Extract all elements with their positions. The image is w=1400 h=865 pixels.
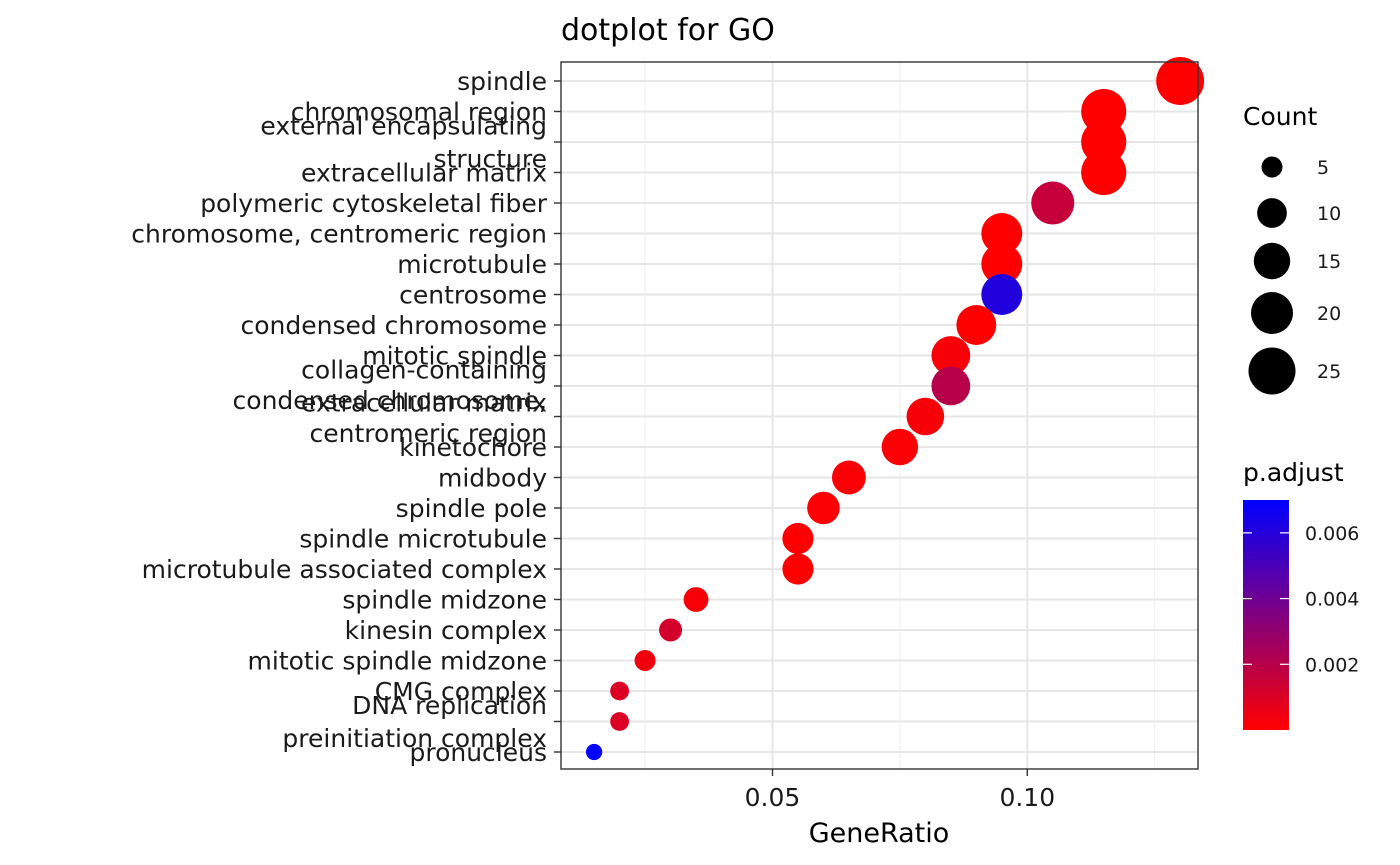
p-adjust-legend-title: p.adjust xyxy=(1243,458,1344,487)
y-tick-label: polymeric cytoskeletal fiber xyxy=(200,189,548,218)
x-axis-title: GeneRatio xyxy=(809,818,950,849)
data-point xyxy=(931,336,971,375)
y-tick-label: centrosome xyxy=(399,281,547,310)
y-tick-label: spindle microtubule xyxy=(299,525,547,554)
y-tick-label: condensed chromosome xyxy=(240,311,547,340)
p-adjust-legend-label: 0.004 xyxy=(1305,589,1359,611)
y-tick-label: condensed chromosome, xyxy=(233,386,547,415)
data-point xyxy=(659,618,683,642)
p-adjust-legend: p.adjust 0.006 0.004 0.002 xyxy=(1243,458,1359,730)
x-tick-label: 0.10 xyxy=(999,783,1055,812)
count-legend-dot xyxy=(1253,242,1291,280)
data-point xyxy=(634,649,656,672)
y-tick-label: centromeric region xyxy=(309,419,547,448)
data-point xyxy=(585,743,603,761)
p-adjust-legend-label: 0.002 xyxy=(1305,654,1359,676)
grid-lines xyxy=(561,62,1198,769)
data-point xyxy=(782,553,814,585)
y-tick-label: microtubule xyxy=(397,250,547,279)
data-point xyxy=(981,243,1023,285)
count-legend-dot xyxy=(1261,156,1283,178)
data-point xyxy=(1156,57,1205,105)
y-tick-label: chromosomal region xyxy=(291,98,547,127)
y-tick-label: kinesin complex xyxy=(345,616,547,645)
y-tick-label: microtubule associated complex xyxy=(142,555,547,584)
y-tick-label: kinetochore xyxy=(399,433,547,462)
data-point xyxy=(981,274,1023,315)
y-tick-label: spindle pole xyxy=(396,494,547,523)
p-adjust-colorbar xyxy=(1243,500,1289,730)
y-tick-label: CMG complex xyxy=(375,677,547,706)
y-tick-label: spindle midzone xyxy=(342,586,547,615)
data-point xyxy=(906,397,945,436)
y-tick-label: collagen-containing xyxy=(301,356,547,385)
y-tick-label: mitotic spindle xyxy=(362,342,547,371)
y-tick-label: midbody xyxy=(438,464,547,493)
data-point xyxy=(782,522,814,555)
x-tick-label: 0.05 xyxy=(745,783,801,812)
x-axis: 0.05 0.10 xyxy=(745,769,1055,812)
data-point xyxy=(981,213,1023,254)
count-legend-dot xyxy=(1248,347,1296,395)
y-tick-label: extracellular matrix xyxy=(301,389,547,418)
data-point xyxy=(610,712,630,731)
data-points xyxy=(585,57,1205,761)
data-point xyxy=(1031,181,1075,225)
data-point xyxy=(610,681,630,701)
data-point xyxy=(881,428,919,466)
p-adjust-legend-label: 0.006 xyxy=(1305,523,1359,545)
y-tick-label: spindle xyxy=(457,67,547,96)
y-tick-label: external encapsulating xyxy=(260,112,547,141)
count-legend-dot xyxy=(1257,198,1287,228)
count-legend-title: Count xyxy=(1243,102,1317,131)
data-point xyxy=(1081,149,1127,196)
count-legend-label: 15 xyxy=(1317,251,1341,273)
y-tick-label: preinitiation complex xyxy=(282,724,547,753)
y-tick-label: DNA replication xyxy=(352,691,547,720)
panel-border xyxy=(560,61,1199,770)
y-tick-label: structure xyxy=(434,145,547,174)
y-tick-label: chromosome, centromeric region xyxy=(131,220,547,249)
data-point xyxy=(807,491,840,525)
count-legend-label: 5 xyxy=(1317,157,1329,179)
count-legend-label: 25 xyxy=(1317,361,1341,383)
count-legend-label: 20 xyxy=(1317,303,1341,325)
y-tick-label: pronucleus xyxy=(409,738,547,767)
data-point xyxy=(931,366,971,406)
data-point xyxy=(683,587,709,612)
count-legend-dot xyxy=(1250,291,1294,335)
y-tick-label: extracellular matrix xyxy=(301,159,547,188)
chart-title: dotplot for GO xyxy=(561,13,775,48)
y-tick-label: mitotic spindle midzone xyxy=(248,647,547,676)
data-point xyxy=(956,305,997,345)
count-legend-label: 10 xyxy=(1317,203,1341,225)
data-point xyxy=(831,460,866,495)
count-legend: Count 5 10 15 20 25 xyxy=(1243,102,1341,395)
